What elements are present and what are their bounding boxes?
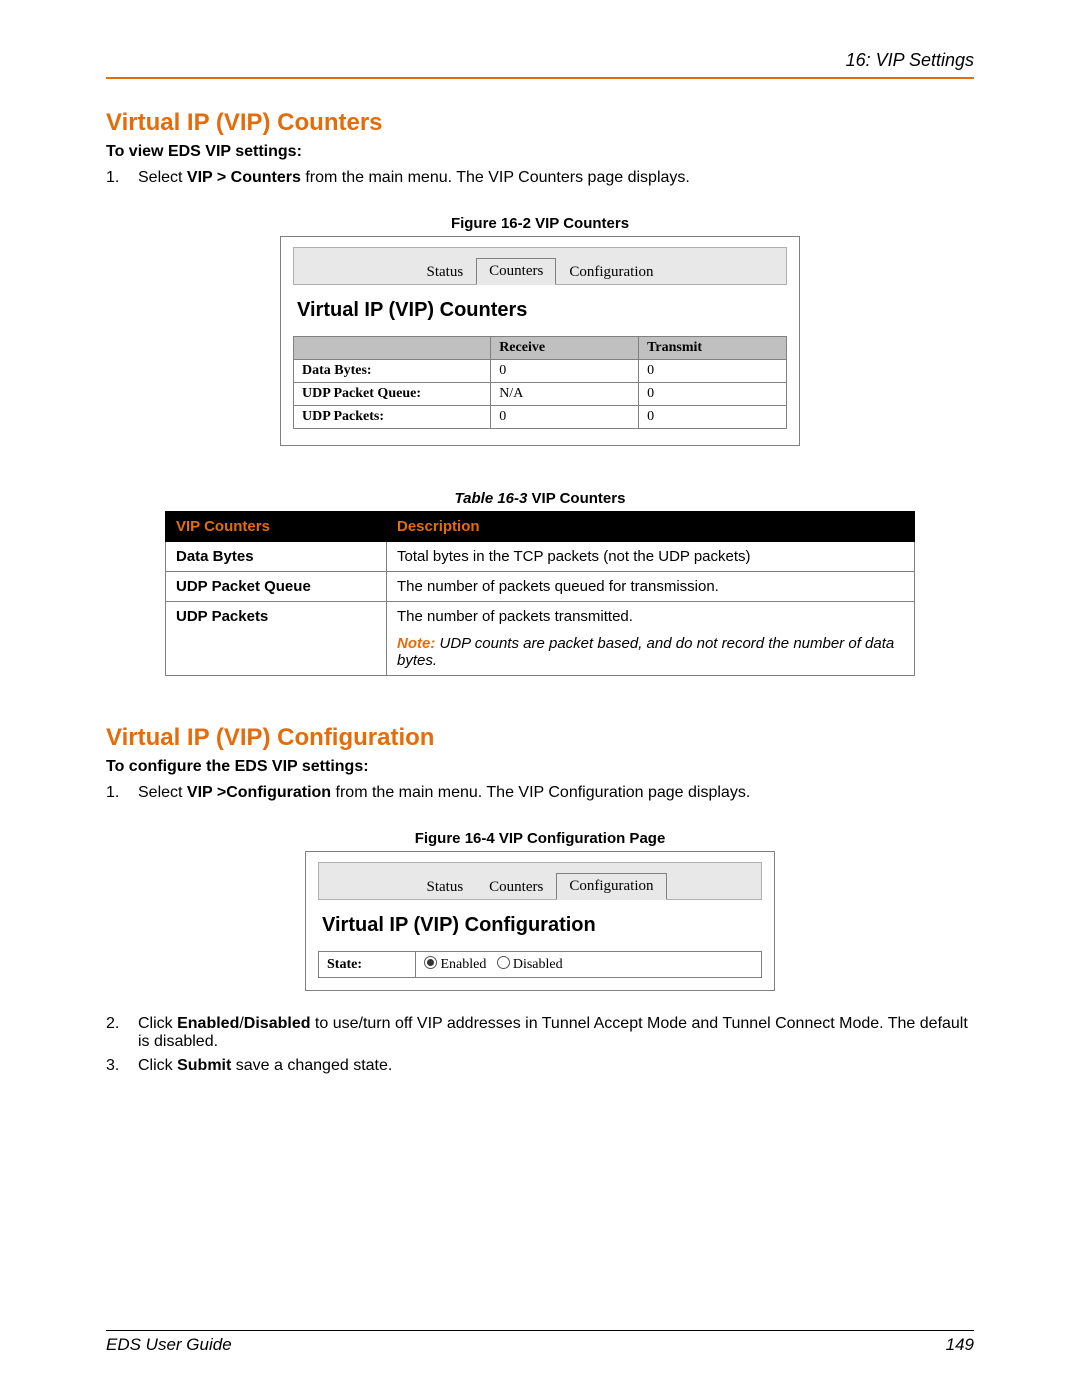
step-number: 1. [106,784,128,802]
table-row: Data Bytes: 0 0 [294,360,787,383]
col-description: Description [387,512,915,542]
page: 16: VIP Settings Virtual IP (VIP) Counte… [0,0,1080,1397]
text: Select [138,784,187,801]
tabbar: Status Counters Configuration [318,862,762,900]
section2-title: Virtual IP (VIP) Configuration [106,724,974,752]
row-label: Data Bytes [166,542,387,572]
counters-table: Receive Transmit Data Bytes: 0 0 UDP Pac… [293,336,787,429]
option-disabled[interactable]: Disabled [513,957,563,972]
step-number: 1. [106,169,128,187]
row-label: UDP Packets: [294,406,491,429]
row-label: UDP Packet Queue: [294,383,491,406]
table-header-row: VIP Counters Description [166,512,915,542]
footer-row: EDS User Guide 149 [106,1335,974,1355]
menu-path: VIP > Counters [187,169,301,186]
col-vip-counters: VIP Counters [166,512,387,542]
footer: EDS User Guide 149 [106,1322,974,1355]
tab-configuration[interactable]: Configuration [556,873,666,900]
row-desc: Total bytes in the TCP packets (not the … [387,542,915,572]
row-label: Data Bytes: [294,360,491,383]
table-row: State: Enabled Disabled [319,952,762,978]
section1-subhead: To view EDS VIP settings: [106,143,974,161]
figure-16-4-panel: Status Counters Configuration Virtual IP… [305,851,775,991]
panel-title: Virtual IP (VIP) Counters [297,299,783,322]
state-label: State: [319,952,416,978]
step-number: 2. [106,1015,128,1051]
text: Select [138,169,187,186]
row-desc: The number of packets transmitted. Note:… [387,602,915,676]
col-receive: Receive [491,337,639,360]
table-row: Data Bytes Total bytes in the TCP packet… [166,542,915,572]
table-16-3-caption: Table 16-3 VIP Counters [106,490,974,507]
step-text: Select VIP > Counters from the main menu… [138,169,974,187]
section2-step3: 3. Click Submit save a changed state. [106,1057,974,1075]
text: Click [138,1015,177,1032]
section2-step1: 1. Select VIP >Configuration from the ma… [106,784,974,802]
cell-receive: 0 [491,360,639,383]
cell-transmit: 0 [639,406,787,429]
table-16-3: VIP Counters Description Data Bytes Tota… [165,511,915,676]
caption-roman: VIP Counters [527,490,625,507]
table-row: UDP Packets The number of packets transm… [166,602,915,676]
section2-step2: 2. Click Enabled/Disabled to use/turn of… [106,1015,974,1051]
note-label: Note: [397,635,435,652]
note-text: UDP counts are packet based, and do not … [397,635,894,669]
footer-rule [106,1330,974,1331]
option-enabled[interactable]: Enabled [440,957,486,972]
caption-italic: Table 16-3 [455,490,528,507]
desc-text: The number of packets transmitted. [397,608,633,625]
table-row: UDP Packets: 0 0 [294,406,787,429]
radio-enabled-icon[interactable] [424,956,437,969]
text: Click [138,1057,177,1074]
section1-title: Virtual IP (VIP) Counters [106,109,974,137]
col-blank [294,337,491,360]
bold: Disabled [244,1015,311,1032]
table-row: UDP Packet Queue: N/A 0 [294,383,787,406]
tab-status[interactable]: Status [413,259,476,285]
row-label: UDP Packets [166,602,387,676]
step-number: 3. [106,1057,128,1075]
section2-subhead: To configure the EDS VIP settings: [106,758,974,776]
table-header-row: Receive Transmit [294,337,787,360]
footer-page: 149 [946,1335,974,1355]
table-row: UDP Packet Queue The number of packets q… [166,572,915,602]
text: save a changed state. [231,1057,392,1074]
cell-transmit: 0 [639,383,787,406]
cell-transmit: 0 [639,360,787,383]
state-table: State: Enabled Disabled [318,951,762,978]
col-transmit: Transmit [639,337,787,360]
footer-guide: EDS User Guide [106,1335,232,1355]
row-label: UDP Packet Queue [166,572,387,602]
figure-16-4-caption: Figure 16-4 VIP Configuration Page [106,830,974,847]
bold: Submit [177,1057,231,1074]
text: from the main menu. The VIP Configuratio… [331,784,750,801]
step-text: Select VIP >Configuration from the main … [138,784,974,802]
row-desc: The number of packets queued for transmi… [387,572,915,602]
tab-counters[interactable]: Counters [476,874,556,900]
cell-receive: 0 [491,406,639,429]
tabbar: Status Counters Configuration [293,247,787,285]
header-rule [106,77,974,79]
chapter-header: 16: VIP Settings [106,50,974,77]
panel-title: Virtual IP (VIP) Configuration [322,914,758,937]
tab-configuration[interactable]: Configuration [556,259,666,285]
figure-16-2-panel: Status Counters Configuration Virtual IP… [280,236,800,446]
menu-path: VIP >Configuration [187,784,331,801]
note: Note: UDP counts are packet based, and d… [397,635,904,669]
tab-counters[interactable]: Counters [476,258,556,285]
state-options: Enabled Disabled [416,952,762,978]
bold: Enabled [177,1015,239,1032]
tab-status[interactable]: Status [413,874,476,900]
section1-step1: 1. Select VIP > Counters from the main m… [106,169,974,187]
step-text: Click Enabled/Disabled to use/turn off V… [138,1015,974,1051]
radio-disabled-icon[interactable] [497,956,510,969]
step-text: Click Submit save a changed state. [138,1057,974,1075]
cell-receive: N/A [491,383,639,406]
figure-16-2-caption: Figure 16-2 VIP Counters [106,215,974,232]
text: from the main menu. The VIP Counters pag… [301,169,690,186]
